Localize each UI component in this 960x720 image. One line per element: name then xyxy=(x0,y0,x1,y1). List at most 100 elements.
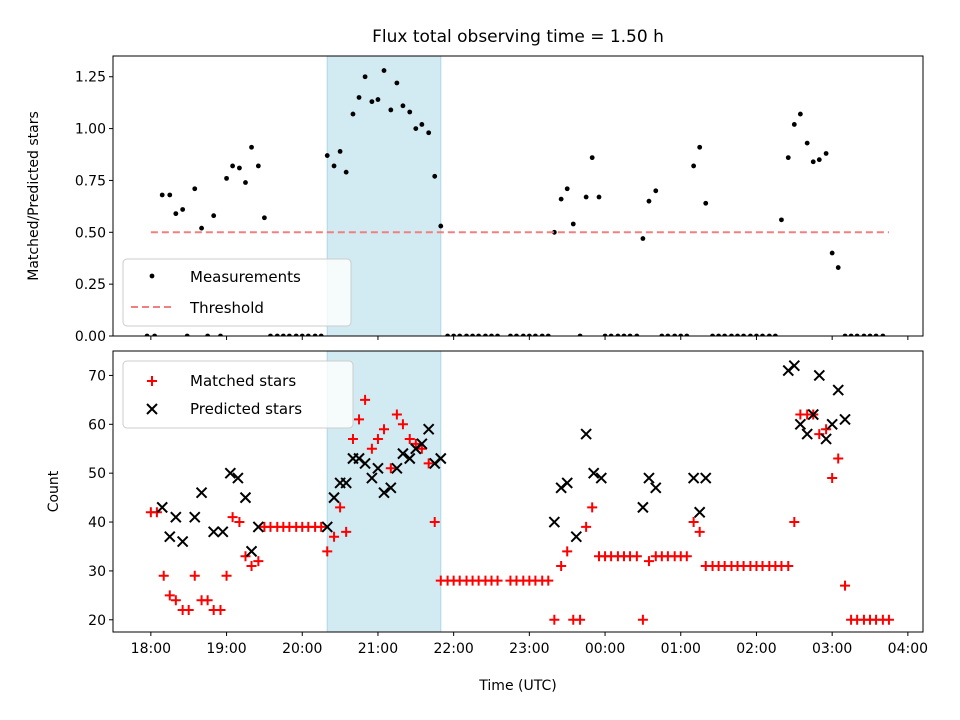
measurement-point xyxy=(286,333,292,336)
matched-star-point xyxy=(158,570,169,581)
matched-star-point xyxy=(833,453,844,464)
measurement-point xyxy=(432,173,438,179)
measurement-point xyxy=(255,163,261,169)
measurement-point xyxy=(551,229,557,235)
matched-star-point xyxy=(821,424,832,435)
predicted-star-point xyxy=(189,511,201,523)
predicted-star-point xyxy=(643,472,655,484)
measurement-point xyxy=(659,333,665,336)
measurement-point xyxy=(337,149,343,154)
x-tick-label: 23:00 xyxy=(509,641,549,657)
predicted-star-point xyxy=(435,452,447,465)
x-tick-label: 01:00 xyxy=(661,641,701,657)
matched-star-point xyxy=(335,502,346,513)
measurement-point xyxy=(722,333,728,336)
matched-star-point xyxy=(556,561,567,572)
predicted-star-point xyxy=(794,418,807,431)
measurement-point xyxy=(760,333,765,336)
legend-predicted-label: Predicted stars xyxy=(190,400,302,418)
predicted-star-point xyxy=(239,491,252,504)
measurement-point xyxy=(570,221,576,227)
x-tick-label: 19:00 xyxy=(206,641,246,657)
matched-star-point xyxy=(240,551,251,562)
matched-star-point xyxy=(681,551,692,562)
matched-star-point xyxy=(183,605,194,616)
y-tick-label: 1.25 xyxy=(75,70,106,86)
x-tick-label: 04:00 xyxy=(888,641,928,657)
measurement-point xyxy=(583,194,589,200)
y-tick-label: 30 xyxy=(88,564,106,580)
y-tick-label: 20 xyxy=(88,613,106,629)
matched-star-point xyxy=(385,463,396,474)
measurement-point xyxy=(280,333,286,336)
chart-title: Flux total observing time = 1.50 h xyxy=(372,27,664,47)
measurement-point xyxy=(356,95,362,100)
measurement-point xyxy=(199,225,204,231)
measurement-point xyxy=(646,198,652,204)
predicted-star-point xyxy=(839,413,851,426)
measurement-point xyxy=(791,122,797,127)
measurement-point xyxy=(861,333,867,336)
measurement-point xyxy=(880,333,886,336)
y-tick-label: 1.00 xyxy=(75,122,106,138)
matched-star-point xyxy=(215,605,226,616)
measurement-point xyxy=(331,163,337,169)
matched-star-point xyxy=(783,561,794,572)
x-axis-label: Time (UTC) xyxy=(478,678,556,694)
measurement-point xyxy=(539,333,545,336)
measurement-point xyxy=(230,163,236,169)
matched-star-point xyxy=(372,433,383,444)
measurement-point xyxy=(829,250,835,256)
measurement-point xyxy=(438,223,444,229)
matched-star-point xyxy=(189,570,200,581)
x-tick-label: 21:00 xyxy=(358,641,398,657)
measurement-point xyxy=(375,97,381,102)
matched-star-point xyxy=(587,502,598,513)
measurement-point xyxy=(218,333,223,336)
predicted-star-point xyxy=(170,511,182,523)
legend-matched-label: Matched stars xyxy=(190,372,296,390)
legend-measurements-label: Measurements xyxy=(190,268,301,286)
matched-star-point xyxy=(221,570,232,581)
measurement-point xyxy=(520,333,526,336)
measurement-point xyxy=(665,333,671,336)
predicted-star-point xyxy=(321,521,333,533)
measurement-point xyxy=(634,333,640,336)
measurement-point xyxy=(318,333,324,336)
legend-box xyxy=(122,258,352,327)
ratio-panel: 0.00 0.25 0.50 0.75 1.00 1.25 Matched/Predicte… xyxy=(26,0,924,345)
measurement-point xyxy=(848,333,854,336)
matched-star-point xyxy=(246,561,257,572)
x-tick-label: 20:00 xyxy=(282,641,322,657)
measurement-point xyxy=(558,196,564,202)
measurement-point xyxy=(887,0,892,2)
measurement-point xyxy=(419,122,425,127)
measurement-point xyxy=(400,103,406,109)
measurement-point xyxy=(180,207,186,212)
matched-star-point xyxy=(429,517,440,528)
legend-matched-marker xyxy=(147,376,157,386)
predicted-star-point xyxy=(637,501,649,514)
y-tick-label: 50 xyxy=(88,466,106,482)
matched-star-point xyxy=(164,590,175,601)
predicted-star-point xyxy=(378,487,390,499)
predicted-star-point xyxy=(404,452,416,465)
measurement-point xyxy=(729,333,734,336)
measurement-point xyxy=(224,175,229,181)
measurement-point xyxy=(697,144,703,150)
measurement-point xyxy=(426,130,432,136)
measurement-point xyxy=(268,333,273,336)
measurement-point xyxy=(772,333,778,336)
measurement-point xyxy=(615,333,621,336)
legend-measurement-marker xyxy=(149,273,155,279)
measurement-point xyxy=(748,333,753,336)
predicted-star-point xyxy=(252,521,265,533)
measurement-point xyxy=(514,333,519,336)
measurement-point xyxy=(394,80,400,86)
measurement-point xyxy=(388,107,394,113)
matched-star-point xyxy=(253,556,264,567)
y-tick-label: 0.50 xyxy=(75,225,106,241)
predicted-star-point xyxy=(807,408,819,421)
measurement-point xyxy=(533,333,538,336)
x-tick-label: 02:00 xyxy=(736,641,776,657)
